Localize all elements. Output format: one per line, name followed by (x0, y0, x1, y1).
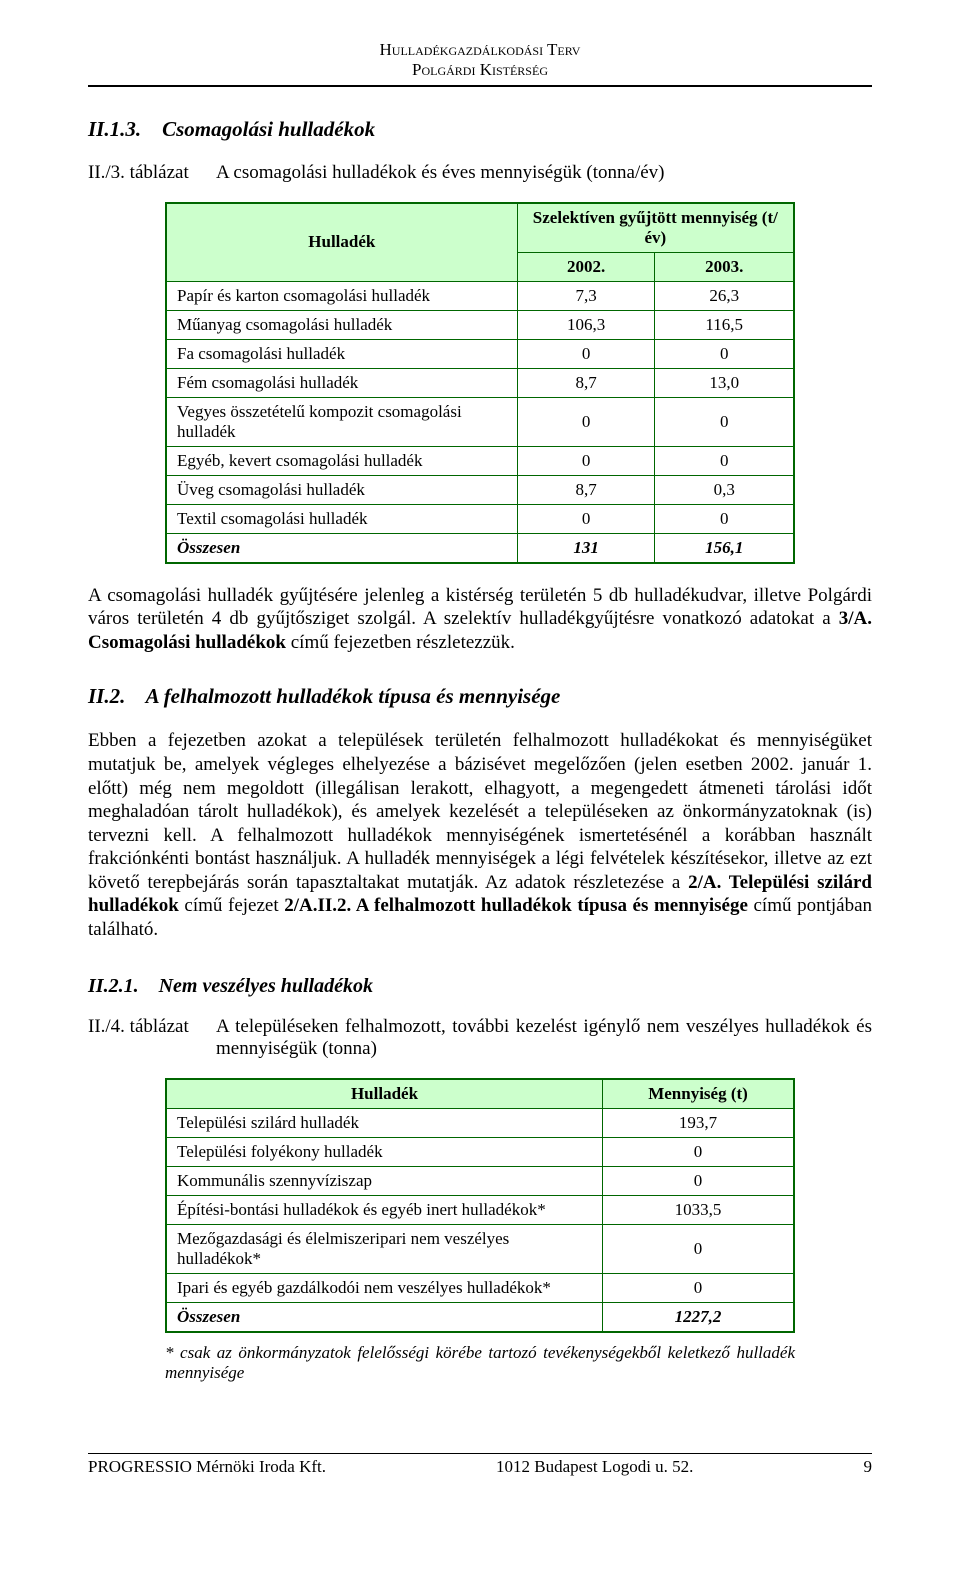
cell-y2: 26,3 (655, 281, 794, 310)
footer-right: 9 (863, 1457, 872, 1477)
cell-label: Textil csomagolási hulladék (166, 504, 517, 533)
cell-y2: 0 (655, 446, 794, 475)
cell-label: Kommunális szennyvíziszap (166, 1167, 603, 1196)
caption-text: A településeken felhalmozott, további ke… (216, 1016, 872, 1060)
cell-y2: 0 (655, 397, 794, 446)
table-3: Hulladék Szelektíven gyűjtött mennyiség … (165, 202, 795, 564)
cell-label: Építési-bontási hulladékok és egyéb iner… (166, 1196, 603, 1225)
heading-II-2: II.2. A felhalmozott hulladékok típusa é… (88, 684, 872, 709)
table-row: Műanyag csomagolási hulladék106,3116,5 (166, 310, 794, 339)
caption-num: II./4. táblázat (88, 1016, 216, 1060)
cell-y1: 7,3 (517, 281, 655, 310)
caption-num: II./3. táblázat (88, 162, 216, 184)
cell-label: Fém csomagolási hulladék (166, 368, 517, 397)
table-4: Hulladék Mennyiség (t) Települési szilár… (165, 1078, 795, 1333)
cell-label: Papír és karton csomagolási hulladék (166, 281, 517, 310)
caption-text: A csomagolási hulladékok és éves mennyis… (216, 162, 872, 184)
cell-y1: 0 (517, 397, 655, 446)
t3-h-y1: 2002. (517, 252, 655, 281)
cell-y1: 0 (517, 504, 655, 533)
table-4-footnote: * csak az önkormányzatok felelősségi kör… (165, 1343, 795, 1383)
cell-y1: 0 (517, 446, 655, 475)
table-row: Textil csomagolási hulladék00 (166, 504, 794, 533)
bold-ref: 3/A. Csomagolási hulladékok (88, 608, 872, 653)
table-row: Fa csomagolási hulladék00 (166, 339, 794, 368)
cell-label: Műanyag csomagolási hulladék (166, 310, 517, 339)
caption-table-4: II./4. táblázat A településeken felhalmo… (88, 1016, 872, 1060)
table-row: Fém csomagolási hulladék8,713,0 (166, 368, 794, 397)
cell-label: Ipari és egyéb gazdálkodói nem veszélyes… (166, 1274, 603, 1303)
htitle: Nem veszélyes hulladékok (159, 975, 373, 997)
htitle: A felhalmozott hulladékok típusa és menn… (146, 684, 561, 708)
para-II-2: Ebben a fejezetben azokat a települések … (88, 729, 872, 941)
table-row: Mezőgazdasági és élelmiszeripari nem ves… (166, 1225, 794, 1274)
cell-label: Összesen (166, 533, 517, 563)
header-line2: Polgárdi Kistérség (88, 60, 872, 80)
hnum: II.2.1. (88, 975, 139, 997)
cell-value: 1033,5 (603, 1196, 795, 1225)
cell-label: Mezőgazdasági és élelmiszeripari nem ves… (166, 1225, 603, 1274)
cell-label: Összesen (166, 1303, 603, 1333)
t3-h-hulladek: Hulladék (166, 203, 517, 282)
cell-value: 0 (603, 1138, 795, 1167)
table-row: Üveg csomagolási hulladék8,70,3 (166, 475, 794, 504)
cell-value: 193,7 (603, 1109, 795, 1138)
t3-h-y2: 2003. (655, 252, 794, 281)
cell-y1: 8,7 (517, 368, 655, 397)
table-sum-row: Összesen131156,1 (166, 533, 794, 563)
cell-y1: 0 (517, 339, 655, 368)
table-sum-row: Összesen1227,2 (166, 1303, 794, 1333)
p22-mid: című fejezet (184, 895, 284, 916)
cell-label: Fa csomagolási hulladék (166, 339, 517, 368)
cell-label: Üveg csomagolási hulladék (166, 475, 517, 504)
footer-left: PROGRESSIO Mérnöki Iroda Kft. (88, 1457, 326, 1477)
hnum: II.2. (88, 684, 125, 708)
table-row: Települési folyékony hulladék0 (166, 1138, 794, 1167)
t4-h-hulladek: Hulladék (166, 1079, 603, 1109)
cell-y1: 106,3 (517, 310, 655, 339)
cell-value: 0 (603, 1167, 795, 1196)
cell-label: Települési folyékony hulladék (166, 1138, 603, 1167)
table-row: Kommunális szennyvíziszap0 (166, 1167, 794, 1196)
table-row: Vegyes összetételű kompozit csomagolási … (166, 397, 794, 446)
table-row: Építési-bontási hulladékok és egyéb iner… (166, 1196, 794, 1225)
t3-h-szel: Szelektíven gyűjtött mennyiség (t/év) (517, 203, 794, 253)
cell-label: Települési szilárd hulladék (166, 1109, 603, 1138)
cell-y1: 8,7 (517, 475, 655, 504)
table-row: Ipari és egyéb gazdálkodói nem veszélyes… (166, 1274, 794, 1303)
heading-II-1-3: II.1.3. Csomagolási hulladékok (88, 117, 872, 142)
cell-y2: 0 (655, 504, 794, 533)
heading-II-2-1: II.2.1. Nem veszélyes hulladékok (88, 975, 872, 998)
cell-y2: 116,5 (655, 310, 794, 339)
cell-y2: 0,3 (655, 475, 794, 504)
footer-mid: 1012 Budapest Logodi u. 52. (496, 1457, 693, 1477)
cell-label: Vegyes összetételű kompozit csomagolási … (166, 397, 517, 446)
header-line1: Hulladékgazdálkodási Terv (380, 40, 581, 59)
cell-value: 1227,2 (603, 1303, 795, 1333)
cell-y2: 156,1 (655, 533, 794, 563)
p22-bold2: 2/A.II.2. A felhalmozott hulladékok típu… (284, 895, 748, 916)
cell-y2: 0 (655, 339, 794, 368)
caption-table-3: II./3. táblázat A csomagolási hulladékok… (88, 162, 872, 184)
hnum: II.1.3. (88, 117, 141, 141)
cell-value: 0 (603, 1274, 795, 1303)
page-header: Hulladékgazdálkodási Terv Polgárdi Kisté… (88, 40, 872, 87)
cell-value: 0 (603, 1225, 795, 1274)
cell-y2: 13,0 (655, 368, 794, 397)
cell-y1: 131 (517, 533, 655, 563)
page-footer: PROGRESSIO Mérnöki Iroda Kft. 1012 Budap… (88, 1453, 872, 1477)
htitle: Csomagolási hulladékok (162, 117, 375, 141)
table-row: Egyéb, kevert csomagolási hulladék00 (166, 446, 794, 475)
p22-part1: Ebben a fejezetben azokat a települések … (88, 730, 872, 892)
para-after-t3: A csomagolási hulladék gyűjtésére jelenl… (88, 584, 872, 655)
t4-h-menny: Mennyiség (t) (603, 1079, 795, 1109)
table-row: Települési szilárd hulladék193,7 (166, 1109, 794, 1138)
cell-label: Egyéb, kevert csomagolási hulladék (166, 446, 517, 475)
table-row: Papír és karton csomagolási hulladék7,32… (166, 281, 794, 310)
